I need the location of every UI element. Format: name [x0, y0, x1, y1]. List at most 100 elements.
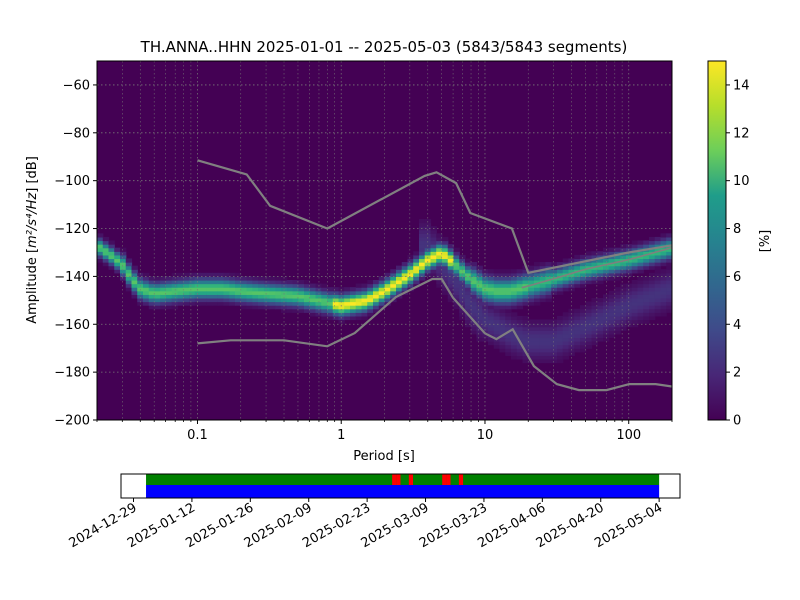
heatmap-cell	[493, 323, 501, 328]
heatmap-cell	[286, 287, 294, 292]
heatmap-cell	[373, 279, 380, 285]
heatmap-cell	[654, 251, 662, 256]
heatmap-cell	[608, 308, 616, 313]
heatmap-cell	[252, 294, 259, 299]
heatmap-cell	[482, 312, 489, 317]
heatmap-cell	[97, 244, 104, 249]
heatmap-cell	[131, 276, 138, 281]
heatmap-cell	[143, 283, 150, 288]
heatmap-cell	[608, 326, 616, 331]
heatmap-cell	[97, 258, 104, 263]
heatmap-cell	[378, 287, 386, 292]
heatmap-cell	[436, 244, 443, 249]
heatmap-cell	[206, 297, 213, 303]
heatmap-cell	[534, 330, 541, 335]
heatmap-cell	[413, 258, 420, 263]
heatmap-cell	[154, 301, 161, 306]
heatmap-cell	[562, 283, 570, 288]
heatmap-cell	[459, 294, 466, 299]
heatmap-cell	[608, 315, 616, 321]
heatmap-cell	[516, 283, 524, 288]
heatmap-cell	[488, 301, 495, 306]
heatmap-cell	[580, 315, 587, 321]
heatmap-cell	[637, 251, 644, 256]
heatmap-cell	[574, 319, 581, 324]
heatmap-cell	[551, 330, 558, 335]
heatmap-cell	[292, 297, 299, 303]
heatmap-cell	[120, 258, 127, 263]
x-tick-label: 10	[477, 428, 494, 443]
heatmap-cell	[252, 283, 259, 288]
heatmap-cell	[557, 279, 564, 285]
heatmap-cell	[97, 236, 104, 242]
heatmap-cell	[292, 290, 299, 295]
heatmap-cell	[488, 269, 495, 274]
heatmap-cell	[442, 272, 449, 277]
heatmap-cell	[637, 301, 644, 306]
heatmap-cell	[528, 348, 535, 353]
heatmap-cell	[338, 319, 345, 324]
y-tick-label: −180	[54, 366, 90, 381]
heatmap-cell	[166, 305, 173, 310]
y-tick-label: −200	[54, 414, 90, 429]
heatmap-cell	[120, 269, 127, 274]
heatmap-cell	[505, 279, 512, 285]
heatmap-cell	[367, 308, 374, 313]
heatmap-cell	[286, 301, 294, 306]
heatmap-cell	[465, 315, 472, 321]
heatmap-cell	[171, 305, 179, 310]
heatmap-cell	[332, 315, 340, 321]
heatmap-cell	[137, 297, 144, 303]
heatmap-cell	[637, 297, 644, 303]
heatmap-cell	[580, 323, 587, 328]
heatmap-cell	[470, 323, 478, 328]
heatmap-cell	[654, 244, 662, 249]
heatmap-cell	[603, 305, 610, 310]
heatmap-cell	[235, 301, 242, 306]
heatmap-cell	[626, 312, 633, 317]
heatmap-cell	[557, 272, 564, 277]
heatmap-cell	[407, 272, 414, 277]
heatmap-cell	[447, 297, 455, 303]
heatmap-cell	[562, 330, 570, 335]
heatmap-cell	[442, 244, 449, 249]
heatmap-cell	[177, 272, 184, 277]
heatmap-cell	[637, 283, 644, 288]
heatmap-cell	[269, 276, 276, 281]
heatmap-cell	[263, 305, 271, 310]
heatmap-cell	[373, 301, 380, 306]
heatmap-cell	[419, 247, 426, 252]
heatmap-cell	[97, 233, 104, 238]
colorbar-label: [%]	[758, 230, 773, 253]
heatmap-cell	[476, 308, 483, 313]
heatmap-cell	[654, 294, 662, 299]
heatmap-cell	[499, 323, 506, 328]
colorbar-tick-label: 6	[733, 270, 741, 285]
heatmap-cell	[603, 272, 610, 277]
heatmap-cell	[585, 269, 593, 274]
heatmap-cell	[430, 247, 437, 252]
heatmap-cell	[539, 326, 547, 331]
heatmap-cell	[534, 337, 541, 342]
heatmap-cell	[206, 283, 213, 288]
heatmap-cell	[482, 294, 489, 299]
heatmap-cell	[493, 297, 501, 303]
timeline-bars	[146, 474, 660, 498]
heatmap-cell	[206, 294, 213, 299]
heatmap-cell	[551, 269, 558, 274]
heatmap-cell	[620, 262, 627, 267]
heatmap-cell	[493, 269, 501, 274]
heatmap-cell	[166, 283, 173, 288]
heatmap-cell	[637, 276, 644, 281]
heatmap-cell	[137, 272, 144, 277]
heatmap-cell	[304, 301, 311, 306]
heatmap-cell	[321, 283, 328, 288]
heatmap-cell	[269, 297, 276, 303]
heatmap-cell	[189, 279, 196, 285]
heatmap-cell	[292, 305, 299, 310]
heatmap-cell	[620, 269, 627, 274]
heatmap-cell	[614, 258, 621, 263]
heatmap-cell	[108, 254, 115, 260]
heatmap-cell	[499, 326, 506, 331]
heatmap-cell	[545, 262, 552, 267]
